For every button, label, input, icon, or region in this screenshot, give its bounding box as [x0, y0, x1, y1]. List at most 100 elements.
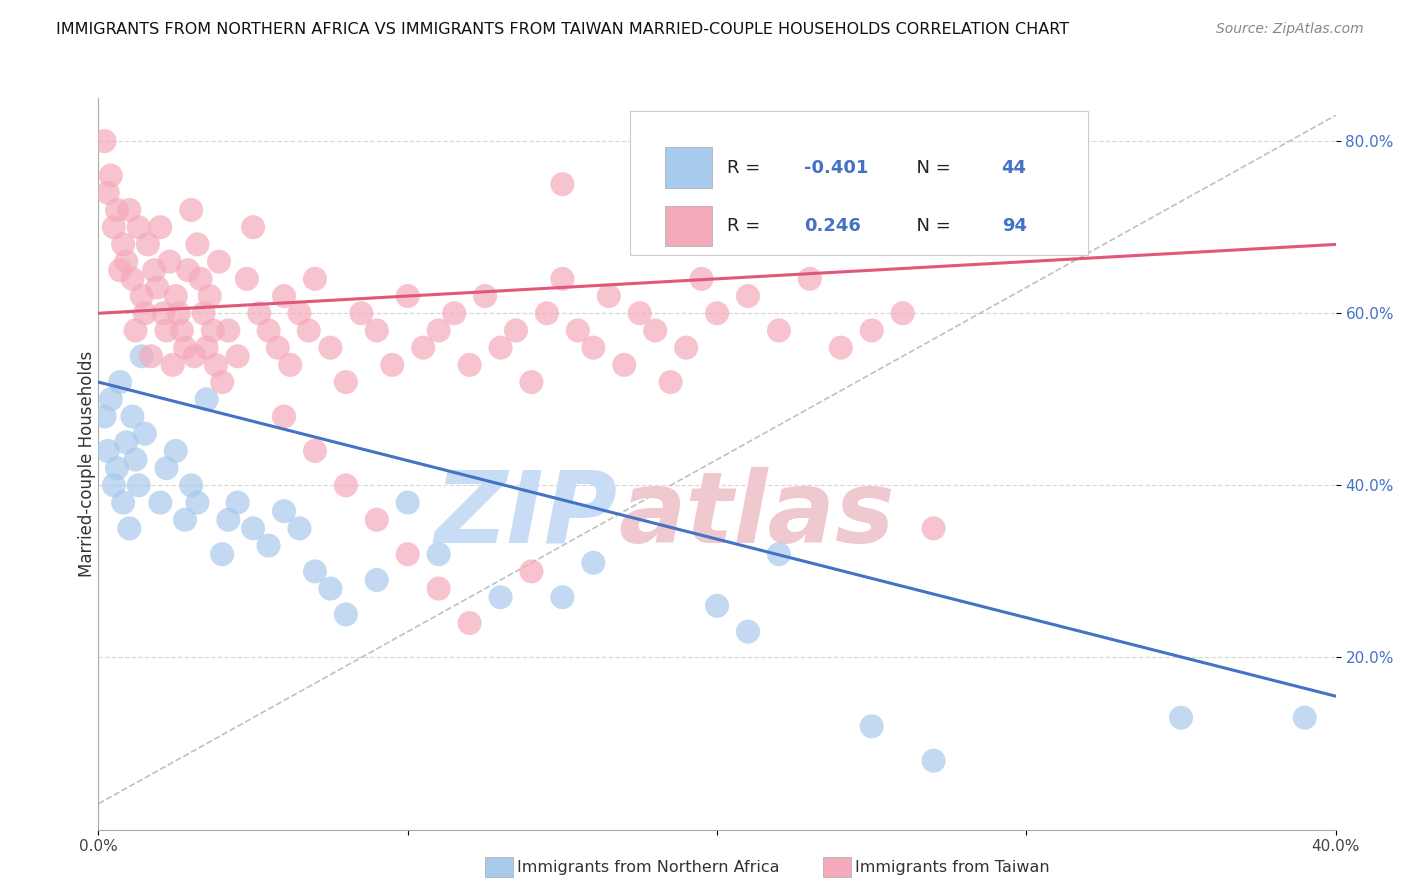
Point — [100, 392, 122, 407]
Point — [115, 254, 138, 268]
Point — [183, 349, 205, 363]
Point — [167, 306, 190, 320]
Point — [193, 306, 215, 320]
Point — [97, 444, 120, 458]
Point — [273, 289, 295, 303]
Text: N =: N = — [905, 217, 956, 235]
Point — [134, 426, 156, 441]
Point — [97, 186, 120, 200]
Point — [112, 237, 135, 252]
Point — [108, 375, 131, 389]
Point — [412, 341, 434, 355]
Point — [186, 495, 208, 509]
Point — [335, 478, 357, 492]
Point — [198, 289, 221, 303]
Point — [489, 591, 512, 605]
Point — [1170, 711, 1192, 725]
Text: N =: N = — [905, 159, 956, 177]
Point — [136, 237, 159, 252]
Point — [273, 504, 295, 518]
Point — [124, 323, 146, 337]
Point — [93, 409, 115, 424]
Point — [458, 358, 481, 372]
Point — [319, 582, 342, 596]
Point — [93, 134, 115, 148]
Point — [143, 263, 166, 277]
Point — [706, 306, 728, 320]
Point — [381, 358, 404, 372]
Point — [443, 306, 465, 320]
Point — [165, 444, 187, 458]
Point — [628, 306, 651, 320]
Point — [105, 202, 128, 217]
Point — [103, 220, 125, 235]
Point — [155, 461, 177, 475]
Point — [208, 254, 231, 268]
Point — [165, 289, 187, 303]
Point — [242, 521, 264, 535]
Point — [706, 599, 728, 613]
Text: -0.401: -0.401 — [804, 159, 868, 177]
Point — [366, 513, 388, 527]
Point — [174, 341, 197, 355]
Point — [190, 272, 212, 286]
Point — [236, 272, 259, 286]
Point — [582, 556, 605, 570]
Point — [474, 289, 496, 303]
Point — [830, 341, 852, 355]
Point — [675, 341, 697, 355]
Point — [396, 547, 419, 561]
Point — [489, 341, 512, 355]
Point — [121, 272, 143, 286]
Point — [112, 495, 135, 509]
Point — [217, 323, 239, 337]
Point — [162, 358, 184, 372]
Point — [335, 607, 357, 622]
Point — [427, 323, 450, 337]
Point — [659, 375, 682, 389]
Point — [860, 719, 883, 733]
Point — [396, 495, 419, 509]
Point — [134, 306, 156, 320]
Point — [520, 565, 543, 579]
Y-axis label: Married-couple Households: Married-couple Households — [79, 351, 96, 577]
Point — [706, 202, 728, 217]
Point — [186, 237, 208, 252]
Point — [551, 272, 574, 286]
Point — [536, 306, 558, 320]
Point — [103, 478, 125, 492]
Point — [366, 573, 388, 587]
Point — [128, 220, 150, 235]
Point — [139, 349, 162, 363]
Point — [226, 349, 249, 363]
Point — [155, 323, 177, 337]
Point — [288, 521, 311, 535]
Point — [205, 358, 228, 372]
Point — [582, 341, 605, 355]
Point — [366, 323, 388, 337]
Point — [737, 289, 759, 303]
FancyBboxPatch shape — [665, 147, 711, 187]
Point — [551, 591, 574, 605]
Point — [505, 323, 527, 337]
Point — [180, 202, 202, 217]
Text: Source: ZipAtlas.com: Source: ZipAtlas.com — [1216, 22, 1364, 37]
Point — [520, 375, 543, 389]
Point — [860, 323, 883, 337]
Point — [644, 323, 666, 337]
Point — [396, 289, 419, 303]
Point — [335, 375, 357, 389]
Point — [737, 624, 759, 639]
Point — [118, 202, 141, 217]
Point — [799, 272, 821, 286]
Point — [128, 478, 150, 492]
Point — [201, 323, 224, 337]
Text: 94: 94 — [1001, 217, 1026, 235]
Point — [922, 521, 945, 535]
Point — [149, 220, 172, 235]
Point — [598, 289, 620, 303]
Point — [149, 495, 172, 509]
Point — [118, 521, 141, 535]
Point — [768, 547, 790, 561]
Point — [226, 495, 249, 509]
